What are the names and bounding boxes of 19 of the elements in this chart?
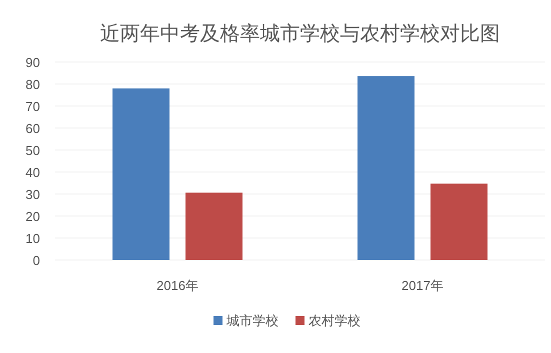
y-tick-label: 50 [26, 143, 40, 158]
bar [112, 88, 170, 260]
y-tick-label: 70 [26, 99, 40, 114]
bar [358, 76, 414, 260]
y-tick-label: 30 [26, 187, 40, 202]
bar [430, 184, 488, 260]
x-tick-label: 2017年 [402, 278, 444, 293]
y-tick-label: 80 [26, 77, 40, 92]
y-tick-label: 0 [32, 253, 40, 268]
x-tick-label: 2016年 [156, 278, 198, 293]
y-tick-label: 90 [26, 55, 40, 70]
y-tick-label: 20 [26, 209, 40, 224]
chart-title: 近两年中考及格率城市学校与农村学校对比图 [100, 21, 500, 45]
legend-label: 农村学校 [308, 313, 360, 328]
y-tick-label: 60 [26, 121, 40, 136]
legend-label: 城市学校 [226, 313, 278, 328]
y-tick-label: 10 [26, 231, 40, 246]
y-tick-label: 40 [26, 165, 40, 180]
bar [186, 192, 242, 260]
